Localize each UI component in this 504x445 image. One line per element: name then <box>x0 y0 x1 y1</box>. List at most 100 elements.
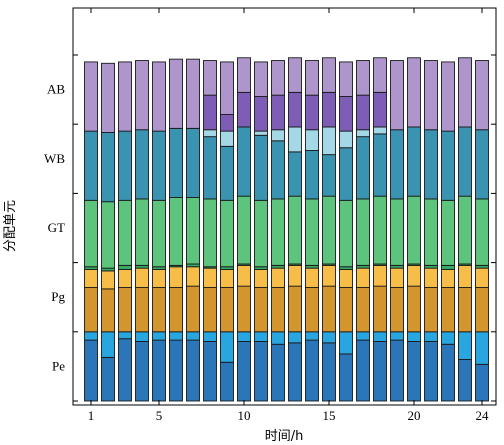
bar-segment-pg-light-h8 <box>203 267 217 288</box>
bar-segment-pe-light-h22 <box>441 331 455 345</box>
bar-segment-pe-dark-h17 <box>356 339 370 402</box>
bar-segment-ab-light-h23 <box>458 57 472 128</box>
bar-segment-ab-light-h1 <box>84 61 98 132</box>
bar-segment-pg-light-h21 <box>424 267 438 288</box>
bar-segment-wb-dark-h17 <box>356 136 370 200</box>
bar-segment-gt-dark-h3 <box>118 264 132 270</box>
bar-segment-pg-light-h24 <box>475 267 489 288</box>
bar-segment-ab-light-h3 <box>118 61 132 132</box>
bar-segment-pe-dark-h15 <box>322 342 336 402</box>
bar-segment-pg-dark-h17 <box>356 287 370 333</box>
bar-segment-ab-light-h21 <box>424 60 438 131</box>
bar-segment-wb-dark-h22 <box>441 130 455 201</box>
bar-segment-pe-light-h14 <box>305 331 319 341</box>
bar-segment-pg-light-h17 <box>356 267 370 288</box>
bar-segment-wb-dark-h7 <box>186 127 200 199</box>
bar-segment-ab-dark-h10 <box>237 91 251 128</box>
bar-segment-pg-light-h19 <box>390 267 404 288</box>
bar-segment-pe-light-h9 <box>220 331 234 363</box>
bar-segment-gt-light-h19 <box>390 198 404 266</box>
bar-segment-pe-light-h23 <box>458 331 472 360</box>
bar-segment-pg-dark-h13 <box>288 285 302 333</box>
y-tick-label-wb: WB <box>44 151 65 166</box>
bar-segment-wb-light-h16 <box>339 130 353 149</box>
bar-segment-pe-dark-h8 <box>203 341 217 402</box>
bar-segment-gt-light-h1 <box>84 199 98 268</box>
y-tick-label-pg: Pg <box>51 289 65 304</box>
bar-segment-pg-dark-h3 <box>118 287 132 333</box>
bar-segment-pe-dark-h2 <box>101 356 115 402</box>
bar-segment-ab-light-h15 <box>322 57 336 93</box>
bar-segment-wb-light-h12 <box>271 129 285 142</box>
bar-segment-gt-light-h8 <box>203 198 217 268</box>
y-tick-label-gt: GT <box>48 220 65 235</box>
bar-segment-pg-light-h23 <box>458 264 472 288</box>
bar-segment-ab-light-h8 <box>203 60 217 96</box>
bar-segment-pg-light-h15 <box>322 264 336 287</box>
bar-segment-pe-light-h10 <box>237 331 251 342</box>
bar-segment-pg-dark-h9 <box>220 287 234 333</box>
bar-segment-pe-dark-h11 <box>254 341 268 402</box>
bar-segment-ab-dark-h14 <box>305 94 319 131</box>
bar-segment-wb-dark-h5 <box>152 130 166 201</box>
bar-segment-ab-light-h5 <box>152 61 166 132</box>
y-axis-title: 分配单元 <box>3 200 18 252</box>
bar-segment-wb-dark-h13 <box>288 151 302 197</box>
bar-segment-pg-dark-h4 <box>135 287 149 333</box>
bar-segment-pe-light-h16 <box>339 331 353 355</box>
bar-segment-wb-dark-h2 <box>101 132 115 203</box>
bar-segment-wb-dark-h10 <box>237 126 251 197</box>
bar-segment-pg-dark-h16 <box>339 287 353 333</box>
bar-segment-pg-dark-h21 <box>424 287 438 333</box>
bar-segment-pg-light-h20 <box>407 264 421 287</box>
x-axis-ticks: 1 5 10 15 20 24 <box>88 8 489 423</box>
x-tick-label: 15 <box>323 408 336 423</box>
bar-segment-pe-light-h3 <box>118 331 132 340</box>
bar-segment-ab-light-h6 <box>169 58 183 129</box>
bar-segment-ab-light-h14 <box>305 60 319 96</box>
bar-segment-ab-light-h17 <box>356 60 370 96</box>
y-tick-label-pe: Pe <box>52 358 65 373</box>
bar-segment-pe-light-h8 <box>203 331 217 342</box>
bar-segment-wb-dark-h24 <box>475 129 489 200</box>
bar-segment-pg-light-h6 <box>169 266 183 288</box>
bar-segment-pe-light-h24 <box>475 331 489 365</box>
bar-segment-pg-dark-h18 <box>373 285 387 333</box>
bar-segment-ab-light-h4 <box>135 60 149 131</box>
bar-segment-ab-light-h10 <box>237 57 251 93</box>
x-tick-label: 5 <box>156 408 163 423</box>
bar-segment-pg-dark-h19 <box>390 287 404 333</box>
bar-segment-pe-dark-h13 <box>288 342 302 402</box>
bar-segment-wb-dark-h16 <box>339 147 353 201</box>
bar-segment-pg-light-h12 <box>271 267 285 288</box>
bar-segment-gt-light-h12 <box>271 198 285 266</box>
bar-segment-gt-light-h20 <box>407 195 421 265</box>
bar-segment-ab-dark-h11 <box>254 96 268 132</box>
bar-segment-pe-dark-h9 <box>220 361 234 402</box>
bar-segment-gt-light-h16 <box>339 199 353 268</box>
bar-segment-pg-light-h9 <box>220 269 234 288</box>
bar-segment-wb-dark-h20 <box>407 126 421 197</box>
bar-segment-pe-dark-h19 <box>390 339 404 402</box>
bar-segment-pg-dark-h14 <box>305 287 319 333</box>
bar-segment-ab-light-h20 <box>407 57 421 128</box>
bar-segment-ab-dark-h13 <box>288 91 302 128</box>
bar-segment-ab-light-h19 <box>390 60 404 131</box>
bar-segment-pg-light-h13 <box>288 264 302 287</box>
bar-segment-gt-light-h13 <box>288 195 302 265</box>
bar-segment-gt-light-h22 <box>441 199 455 266</box>
bar-segment-pe-dark-h18 <box>373 341 387 402</box>
bar-segment-ab-light-h2 <box>101 62 115 133</box>
bar-segment-pg-dark-h23 <box>458 287 472 333</box>
bar-segment-pg-light-h5 <box>152 269 166 288</box>
bar-segment-ab-dark-h15 <box>322 91 336 128</box>
x-tick-label: 24 <box>476 408 490 423</box>
bar-segment-pe-light-h20 <box>407 331 421 342</box>
bar-segment-pg-dark-h7 <box>186 285 200 333</box>
x-tick-label: 1 <box>88 408 95 423</box>
bar-segment-pe-light-h19 <box>390 331 404 341</box>
bar-segment-pe-dark-h4 <box>135 341 149 402</box>
bar-segment-ab-light-h12 <box>271 60 285 96</box>
bar-segment-gt-light-h24 <box>475 198 489 266</box>
